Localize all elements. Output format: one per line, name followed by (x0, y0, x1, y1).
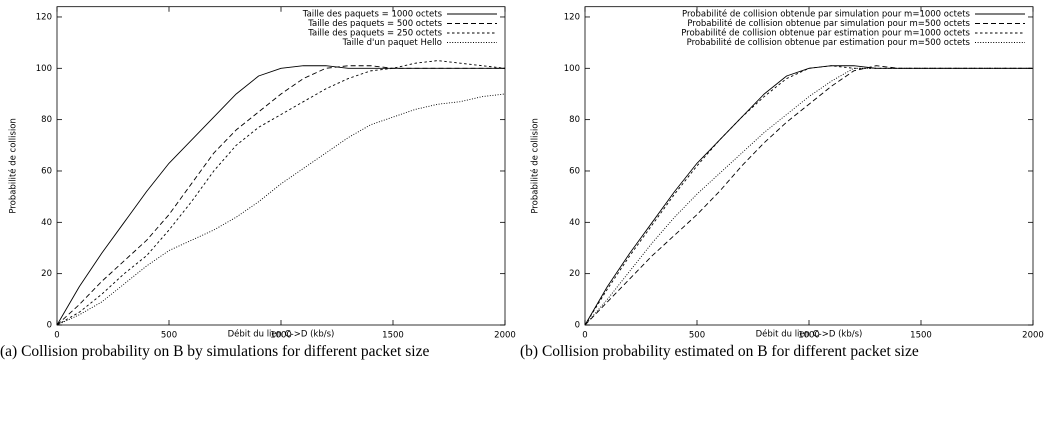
x-tick-label: 2000 (1022, 331, 1044, 341)
y-tick-label: 100 (36, 64, 52, 74)
plot-frame (584, 6, 1034, 326)
y-tick-label: 60 (569, 166, 580, 176)
legend-label: Taille d'un paquet Hello (342, 38, 442, 48)
legend-label: Probabilité de collision obtenue par sim… (687, 18, 970, 29)
y-tick-label: 80 (41, 115, 52, 125)
y-tick-label: 120 (564, 12, 580, 22)
chart: 0 20 40 60 80 100 120 0 500 1000 1500 2000 Débit du … (8, 6, 516, 341)
x-tick-label: 1000 (798, 331, 820, 341)
y-tick-label: 0 (47, 321, 52, 331)
plot-frame (56, 6, 506, 326)
line-series (56, 65, 505, 326)
chart: 0 20 40 60 80 100 120 0 500 1000 1500 2000 Débit du … (530, 6, 1044, 341)
line-series (584, 67, 1033, 326)
line-series (56, 65, 505, 326)
line-series (56, 60, 506, 326)
x-axis-label: Débit du lien C->D (kb/s) (756, 329, 863, 340)
legend-label: Probabilité de collision obtenue par est… (681, 28, 970, 39)
y-tick-label: 20 (569, 269, 580, 279)
x-tick-label: 0 (54, 331, 59, 341)
x-tick-label: 0 (582, 331, 587, 341)
legend-label: Probabilité de collision obtenue par sim… (682, 9, 971, 20)
caption: (a) Collision probability on B by simula… (0, 343, 430, 360)
y-tick-label: 60 (41, 166, 52, 176)
y-tick-label: 20 (41, 269, 52, 279)
legend-label: Taille des paquets = 500 octets (307, 19, 442, 29)
x-tick-label: 500 (689, 331, 705, 341)
legend-label: Probabilité de collision obtenue par est… (687, 37, 971, 48)
x-tick-label: 1000 (270, 331, 292, 341)
x-tick-label: 1500 (910, 331, 932, 341)
x-tick-label: 2000 (494, 331, 516, 341)
y-axis-label: Probabilité de collision (8, 118, 19, 214)
y-tick-label: 0 (575, 321, 580, 331)
y-tick-label: 100 (564, 64, 580, 74)
legend-label: Taille des paquets = 1000 octets (302, 10, 443, 20)
y-axis-label: Probabilité de collision (530, 118, 541, 214)
line-series (56, 93, 506, 326)
caption: (b) Collision probability estimated on B… (520, 343, 919, 360)
line-series (584, 65, 1033, 326)
x-tick-label: 500 (161, 331, 177, 341)
y-tick-label: 40 (41, 218, 52, 228)
y-tick-label: 80 (569, 115, 580, 125)
y-tick-label: 120 (36, 12, 52, 22)
x-axis-label: Débit du lien C->D (kb/s) (228, 329, 335, 340)
legend-label: Taille des paquets = 250 octets (307, 29, 442, 39)
y-tick-label: 40 (569, 218, 580, 228)
x-tick-label: 1500 (382, 331, 404, 341)
